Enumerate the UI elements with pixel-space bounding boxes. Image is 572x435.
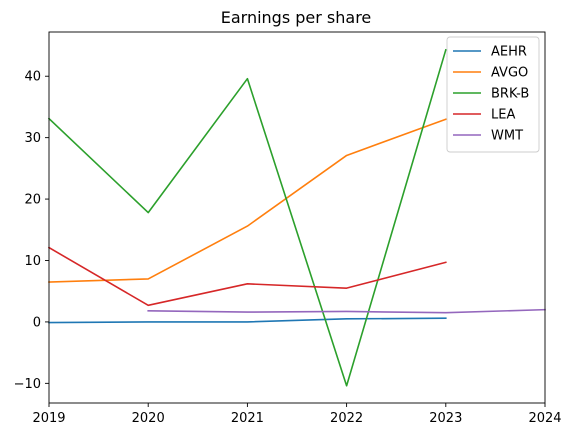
series-line-lea xyxy=(47,246,447,307)
plot-frame xyxy=(48,31,546,404)
legend-label-avgo: AVGO xyxy=(491,66,528,81)
axes-layer: 2019 2020 2021 2022 2023 2024 −10 0 10 20 30 40 xyxy=(14,31,562,426)
x-tick-label: 2019 xyxy=(32,411,65,426)
x-tick-label: 2021 xyxy=(231,411,264,426)
y-tick-label: −10 xyxy=(14,377,41,392)
legend-label-aehr: AEHR xyxy=(491,45,527,60)
chart-title: Earnings per share xyxy=(221,8,372,27)
x-tick-label: 2024 xyxy=(528,411,561,426)
y-tick-label: 30 xyxy=(24,131,41,146)
y-tick-label: 20 xyxy=(24,193,41,208)
legend-box xyxy=(446,36,540,153)
x-tick-label: 2020 xyxy=(132,411,165,426)
legend-label-lea: LEA xyxy=(491,108,515,123)
series-line-aehr xyxy=(48,317,447,324)
y-tick-label: 0 xyxy=(33,315,41,330)
legend: AEHR AVGO BRK-B LEA WMT xyxy=(446,36,540,153)
series-line-wmt xyxy=(147,308,546,314)
y-tick-label: 10 xyxy=(24,254,41,269)
x-tick-label: 2022 xyxy=(330,411,363,426)
legend-label-brk-b: BRK-B xyxy=(491,87,529,102)
y-tick-label: 40 xyxy=(24,70,41,85)
x-tick-label: 2023 xyxy=(429,411,462,426)
legend-label-wmt: WMT xyxy=(491,129,523,144)
series-line-brk-b xyxy=(47,48,447,387)
series-line-avgo xyxy=(48,118,447,283)
series-layer xyxy=(47,48,546,387)
